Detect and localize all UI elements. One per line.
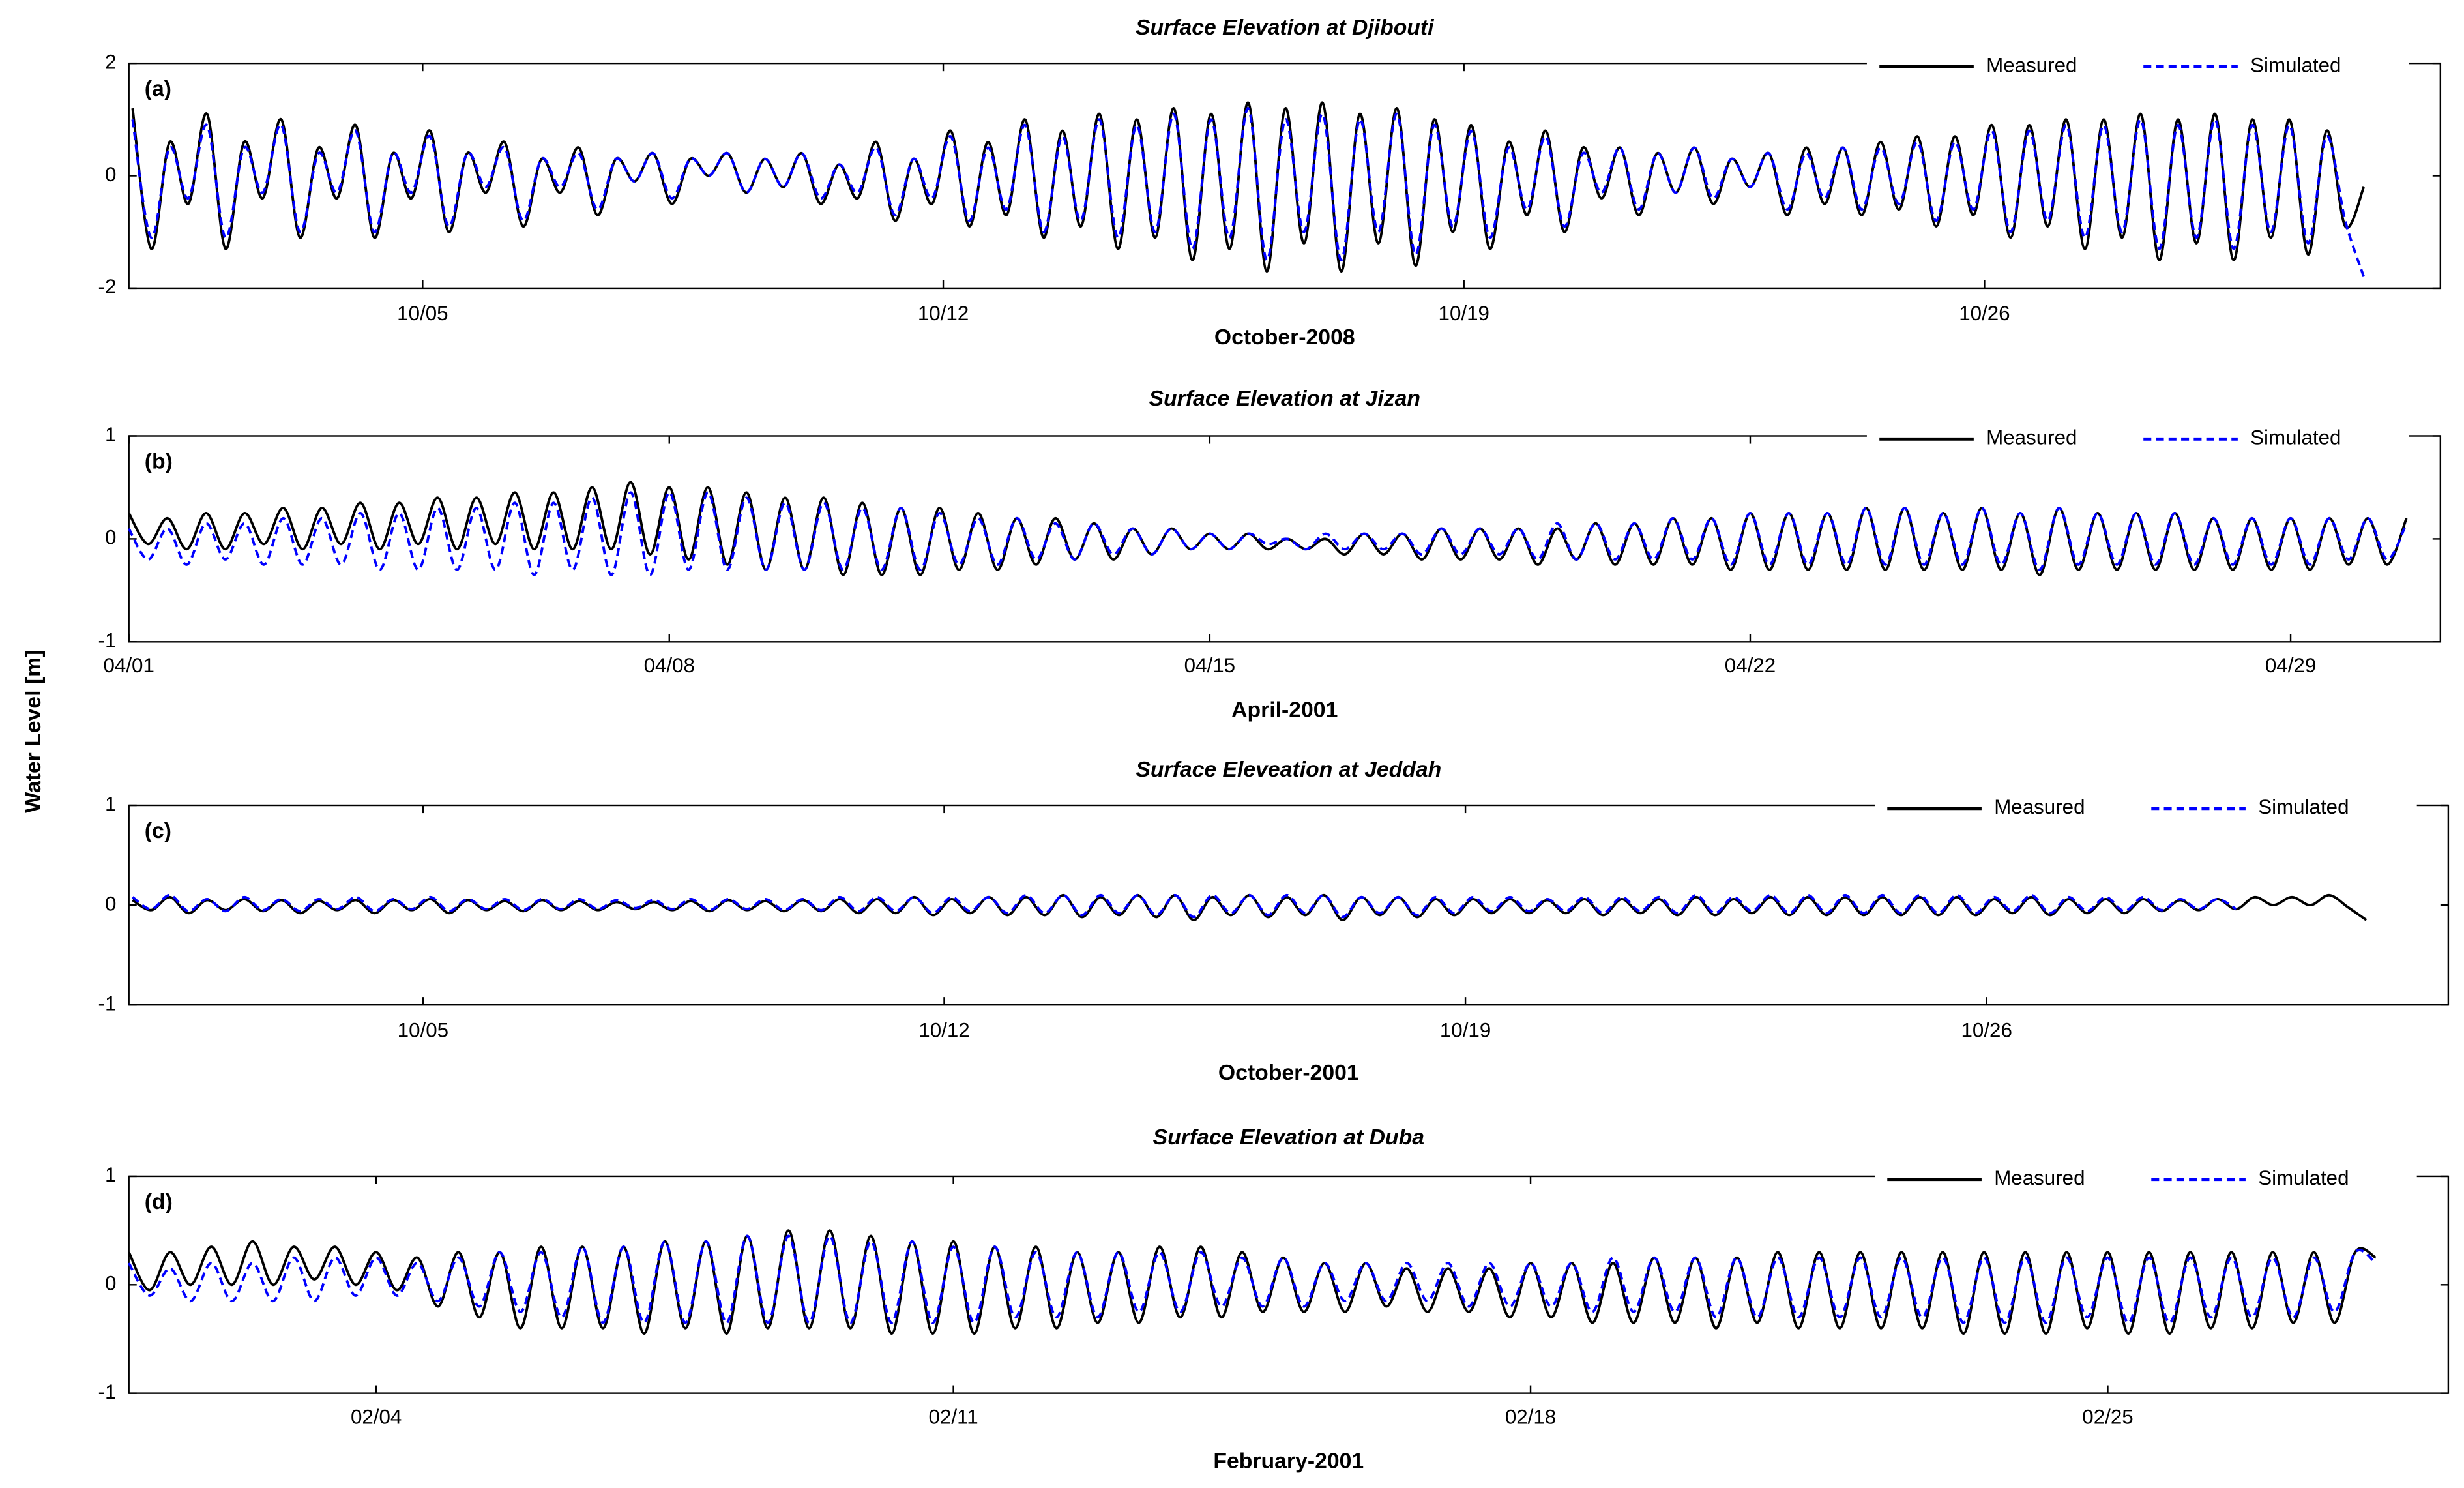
panel-label: (a) [145,76,171,101]
x-tick-label: 10/05 [398,1019,448,1041]
panel-label: (b) [145,449,173,473]
data-line [127,491,2408,576]
legend-box [1874,1157,2417,1195]
legend-box [1866,417,2409,455]
x-tick-label: 04/08 [644,654,695,677]
legend-label: Measured [1994,796,2085,818]
y-tick-label: 1 [105,792,116,815]
chart-title: Surface Elevation at Djibouti [1136,15,1434,40]
legend-label: Simulated [2258,1167,2349,1189]
y-tick-label: 0 [105,892,116,915]
y-tick-label: 1 [105,1163,116,1186]
legend-label: Measured [1986,53,2077,76]
x-axis-label: October-2001 [1218,1060,1359,1085]
x-tick-label: 10/19 [1439,302,1489,325]
y-tick-label: -2 [98,275,117,298]
x-tick-label: 04/29 [2265,654,2316,677]
x-axis-label: October-2008 [1214,325,1355,350]
x-tick-label: 10/26 [1961,1019,2012,1041]
x-tick-label: 04/01 [103,654,154,677]
x-tick-label: 10/05 [397,302,448,325]
x-tick-label: 10/26 [1959,302,2010,325]
y-tick-label: -1 [98,1380,117,1403]
y-tick-label: 1 [105,423,116,446]
data-line [132,893,2368,921]
x-tick-label: 02/18 [1505,1405,1556,1428]
y-tick-label: -1 [98,992,117,1015]
legend-box [1874,786,2417,824]
chart-title: Surface Elevation at Jizan [1149,386,1420,411]
data-line [131,107,2366,278]
x-tick-label: 10/12 [918,302,969,325]
chart-title: Surface Eleveation at Jeddah [1136,757,1441,782]
panel-label: (d) [145,1189,173,1214]
y-tick-label: -1 [98,629,117,652]
x-axis-label: February-2001 [1213,1449,1364,1474]
x-tick-label: 02/11 [929,1405,978,1428]
legend-label: Measured [1986,426,2077,449]
chart-title: Surface Elevation at Duba [1153,1125,1424,1150]
data-line [132,893,2237,919]
legend-label: Measured [1994,1167,2085,1189]
legend-label: Simulated [2250,426,2341,449]
x-tick-label: 02/25 [2082,1405,2133,1428]
x-tick-label: 04/22 [1725,654,1776,677]
x-axis-label: April-2001 [1231,697,1338,722]
data-line [128,1234,2377,1324]
x-tick-label: 02/04 [351,1405,402,1428]
y-tick-label: 0 [105,1272,116,1295]
x-tick-label: 04/15 [1184,654,1235,677]
legend-label: Simulated [2258,796,2349,818]
x-tick-label: 10/19 [1440,1019,1491,1041]
axes-box [128,1175,2450,1394]
x-tick-label: 10/12 [918,1019,969,1041]
legend-label: Simulated [2250,53,2341,76]
y-tick-label: 0 [105,526,116,549]
axes-box [128,62,2442,290]
panel-label: (c) [145,818,171,843]
y-tick-label: 2 [105,50,116,73]
y-tick-label: 0 [105,163,116,186]
legend-box [1866,44,2409,83]
y-axis-label: Water Level [m] [21,650,46,813]
